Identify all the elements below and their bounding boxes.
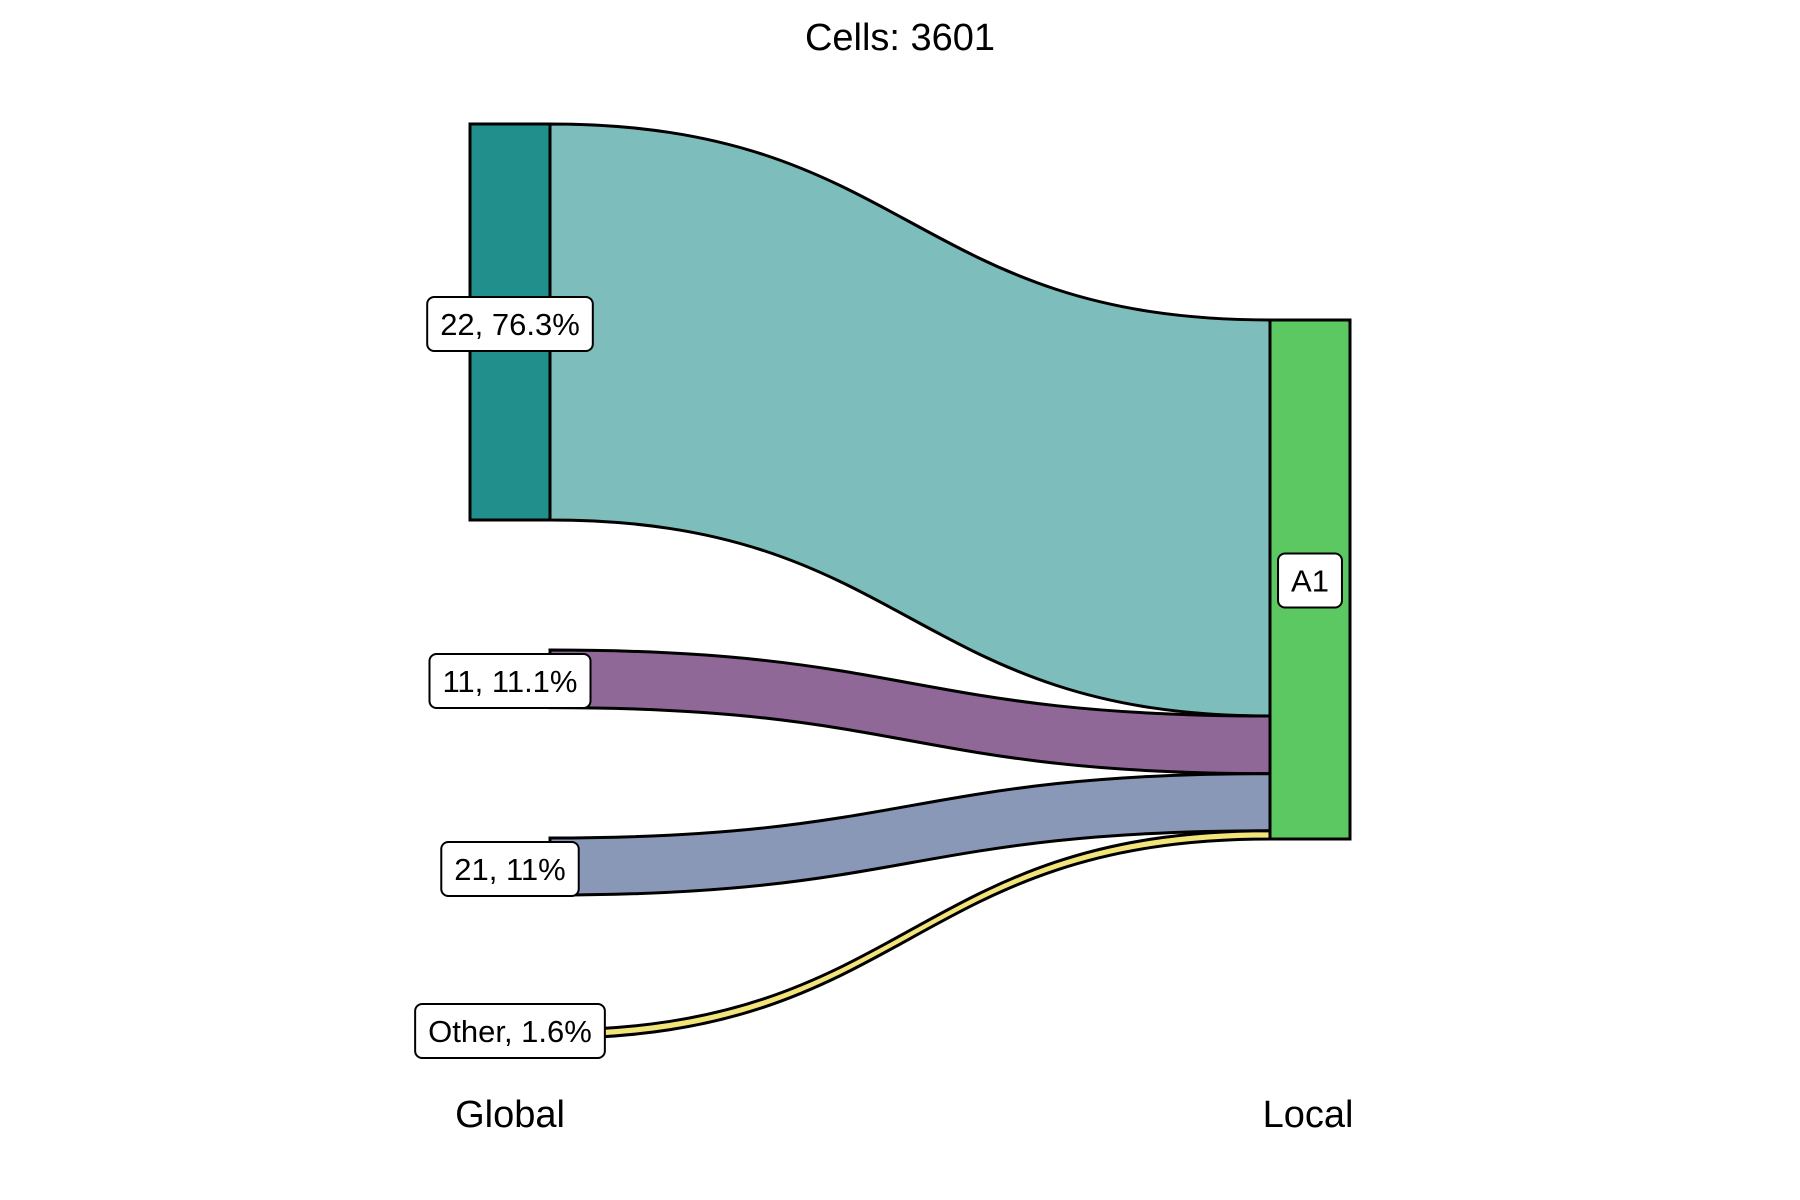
source-label-other-text: Other, 1.6% [428, 1014, 592, 1049]
flow-21-to-a1 [548, 772, 1272, 897]
axis-label-local: Local [1263, 1094, 1354, 1136]
source-label-11: 11, 11.1% [428, 653, 592, 709]
source-label-11-box [428, 653, 592, 709]
flow-22-to-a1 [548, 122, 1272, 718]
target-label-a1: A1 [1277, 552, 1343, 609]
source-label-21-box [440, 841, 580, 897]
labels-layer: 22, 76.3% 11, 11.1% 21, 11% Other, 1.6% A1 [414, 296, 1343, 1059]
source-label-22: 22, 76.3% [426, 296, 594, 352]
axis-label-global: Global [455, 1094, 565, 1136]
source-label-22-box [426, 296, 594, 352]
source-label-22-text: 22, 76.3% [440, 307, 580, 342]
source-label-21-text: 21, 11% [454, 852, 565, 887]
chart-title: Cells: 3601 [805, 17, 995, 59]
target-label-a1-text: A1 [1291, 564, 1329, 599]
source-label-11-text: 11, 11.1% [442, 664, 577, 699]
flows-layer [548, 122, 1272, 1040]
target-label-a1-box [1277, 552, 1343, 609]
source-label-other-box [414, 1003, 606, 1059]
source-label-other: Other, 1.6% [414, 1003, 606, 1059]
source-label-21: 21, 11% [440, 841, 580, 897]
